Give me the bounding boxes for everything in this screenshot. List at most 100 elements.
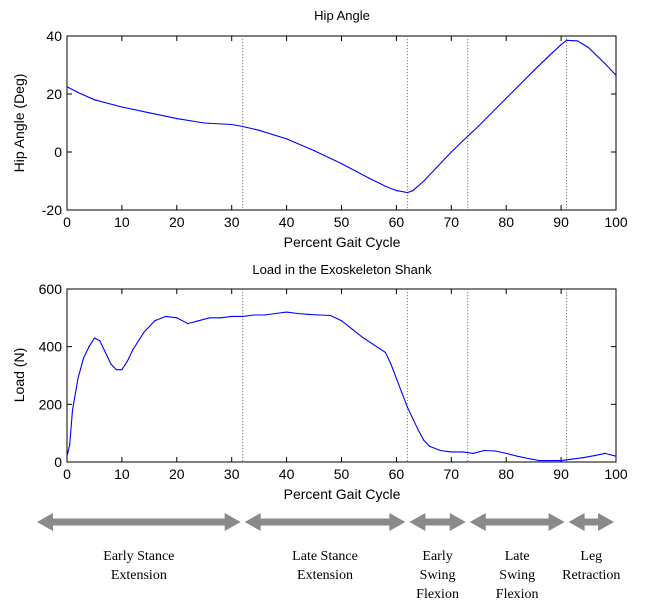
data-point [220,317,222,319]
data-point [582,457,584,459]
data-point [549,460,551,462]
data-point [77,377,79,379]
y-tick-label: 0 [54,454,62,470]
data-point [472,452,474,454]
data-point [176,118,178,120]
data-point [373,344,375,346]
data-point [121,106,123,108]
data-point [461,451,463,453]
data-point [577,40,579,42]
data-point [604,63,606,65]
data-point [110,363,112,365]
data-point [115,369,117,371]
data-point [176,317,178,319]
data-point [395,190,397,192]
x-tick-label: 50 [334,466,350,482]
y-tick-label: -20 [42,202,62,218]
data-point [412,190,414,192]
series-line [66,311,617,462]
data-point [82,357,85,359]
data-point [132,349,134,351]
x-tick-label: 100 [604,466,628,482]
data-point [406,192,408,194]
data-point [483,449,485,452]
data-point [286,311,288,313]
data-point [351,328,354,330]
data-point [148,112,150,114]
x-tick-label: 70 [444,214,460,230]
load-chart: Load in the Exoskeleton Shank Percent Ga… [11,262,628,502]
data-point [368,177,370,179]
phase-label: Late [505,549,530,564]
data-point [99,340,101,342]
phase-label: Retraction [562,568,620,583]
data-point [203,122,205,124]
data-point [198,320,200,322]
data-point [165,315,167,317]
data-point [340,320,343,322]
data-point [560,44,562,46]
data-point [242,125,244,128]
data-point [69,444,71,446]
phase-label: Flexion [496,587,539,602]
data-point [406,406,408,408]
data-point [615,455,617,457]
x-tick-label: 40 [279,466,295,482]
data-point [318,314,321,316]
y-axis-label: Load (N) [11,348,27,402]
hip-angle-chart: Hip Angle Percent Gait Cycle Hip Angle (… [11,8,628,250]
data-point [258,129,260,131]
data-point [587,47,590,49]
x-tick-label: 50 [334,214,350,230]
gait-phase-row: Early Stance Extension Late Stance Extensio… [37,513,620,602]
data-point [187,323,189,325]
phase-label: Swing [499,568,535,583]
phase-label: Leg [580,549,602,564]
x-tick-label: 90 [553,466,569,482]
phase-label: Swing [420,568,456,583]
data-point [505,97,507,99]
data-point [571,458,573,460]
data-point [121,369,123,371]
data-point [604,452,606,454]
phase-arrow [568,513,614,531]
data-point [560,460,562,462]
y-axis-label: Hip Angle (Deg) [11,74,27,173]
chart-title: Hip Angle [314,8,370,23]
x-tick-label: 60 [389,214,405,230]
x-tick-label: 10 [114,214,130,230]
data-point [494,450,496,452]
x-tick-label: 80 [498,466,514,482]
data-point [450,151,452,153]
data-point [154,320,156,322]
x-tick-label: 20 [169,214,185,230]
plot-area [66,35,617,211]
data-point [104,351,106,353]
data-point [401,392,403,394]
x-tick-label: 60 [389,466,405,482]
data-point [209,317,211,319]
data-point [390,363,392,365]
data-point [231,315,233,317]
data-point [417,429,419,431]
data-point [615,74,617,76]
data-point [505,452,507,454]
data-point [308,313,310,315]
data-point [423,439,425,441]
data-point [412,418,414,420]
data-point [231,123,233,126]
data-point [566,39,568,41]
x-tick-label: 0 [63,214,71,230]
data-point [467,135,469,137]
x-axis-label: Percent Gait Cycle [284,234,401,250]
data-point [384,351,386,353]
data-point [362,337,365,339]
data-point [340,163,343,165]
data-point [77,91,79,94]
data-point [264,314,266,316]
x-tick-label: 10 [114,466,130,482]
data-point [71,409,74,411]
phase-label: Late Stance [292,549,358,564]
chart-title: Load in the Exoskeleton Shank [252,262,432,277]
